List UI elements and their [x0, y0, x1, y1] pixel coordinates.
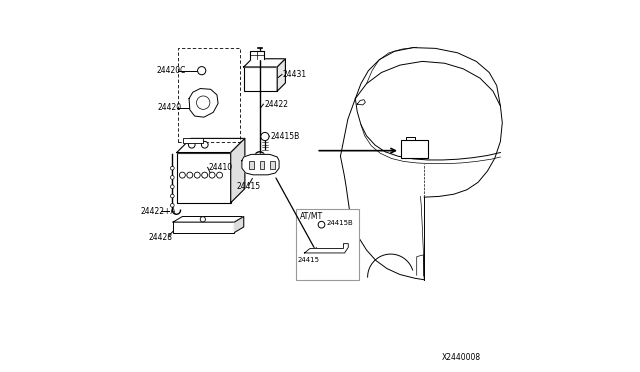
Circle shape	[170, 185, 174, 189]
Bar	[270, 161, 275, 169]
Polygon shape	[173, 217, 244, 222]
Bar	[173, 222, 234, 232]
Polygon shape	[244, 59, 285, 67]
Circle shape	[318, 221, 325, 228]
Text: 24420: 24420	[157, 103, 181, 112]
Circle shape	[188, 141, 195, 148]
Bar	[177, 153, 231, 203]
Text: 24422: 24422	[264, 100, 288, 109]
Circle shape	[202, 172, 207, 178]
Text: 24415B: 24415B	[270, 132, 300, 141]
Circle shape	[209, 172, 215, 178]
Bar	[296, 209, 360, 280]
Polygon shape	[250, 51, 264, 59]
Bar	[260, 161, 264, 169]
Bar	[250, 161, 254, 169]
Text: 24420C: 24420C	[156, 66, 186, 75]
Circle shape	[187, 172, 193, 178]
Circle shape	[170, 176, 174, 179]
Polygon shape	[305, 244, 348, 253]
Text: 24410: 24410	[209, 163, 232, 172]
Circle shape	[179, 172, 186, 178]
Text: 24415: 24415	[236, 182, 260, 190]
Polygon shape	[242, 154, 279, 175]
Circle shape	[198, 67, 206, 75]
Text: 24428: 24428	[149, 233, 173, 242]
Polygon shape	[234, 217, 244, 232]
Text: AT/MT: AT/MT	[300, 211, 323, 220]
Bar	[244, 67, 277, 91]
Text: 24415B: 24415B	[326, 220, 353, 226]
Polygon shape	[177, 138, 245, 153]
Circle shape	[195, 172, 200, 178]
Text: 24422+A: 24422+A	[141, 207, 177, 216]
Text: 24415: 24415	[298, 257, 319, 263]
Polygon shape	[277, 59, 285, 91]
Text: X2440008: X2440008	[442, 353, 481, 362]
Bar	[183, 138, 204, 143]
Circle shape	[216, 172, 223, 178]
Polygon shape	[189, 89, 218, 117]
Circle shape	[202, 141, 208, 148]
Circle shape	[261, 132, 269, 141]
Circle shape	[170, 203, 174, 207]
Circle shape	[200, 217, 205, 222]
Polygon shape	[231, 138, 245, 203]
Circle shape	[170, 194, 174, 198]
Circle shape	[196, 96, 210, 109]
Text: 24431: 24431	[283, 70, 307, 79]
Bar	[401, 140, 428, 158]
Circle shape	[170, 166, 174, 170]
